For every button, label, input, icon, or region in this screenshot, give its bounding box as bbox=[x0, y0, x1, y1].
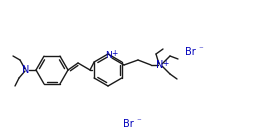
Text: Br: Br bbox=[185, 47, 195, 57]
Text: ⁻: ⁻ bbox=[199, 46, 203, 55]
Text: N: N bbox=[106, 52, 112, 61]
Text: +: + bbox=[111, 49, 117, 58]
Text: N: N bbox=[22, 65, 30, 75]
Text: ⁻: ⁻ bbox=[137, 118, 142, 126]
Text: Br: Br bbox=[123, 119, 133, 129]
Text: +: + bbox=[162, 58, 169, 67]
Text: N: N bbox=[156, 60, 164, 70]
